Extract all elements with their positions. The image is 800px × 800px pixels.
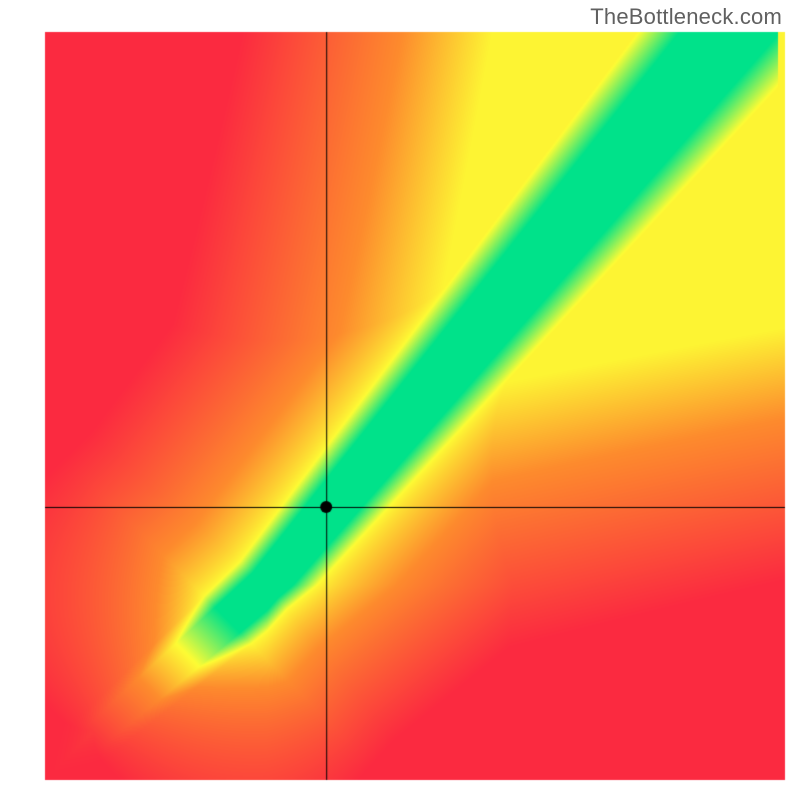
watermark-text: TheBottleneck.com (590, 4, 782, 30)
heatmap-canvas (0, 0, 800, 800)
chart-container: TheBottleneck.com (0, 0, 800, 800)
